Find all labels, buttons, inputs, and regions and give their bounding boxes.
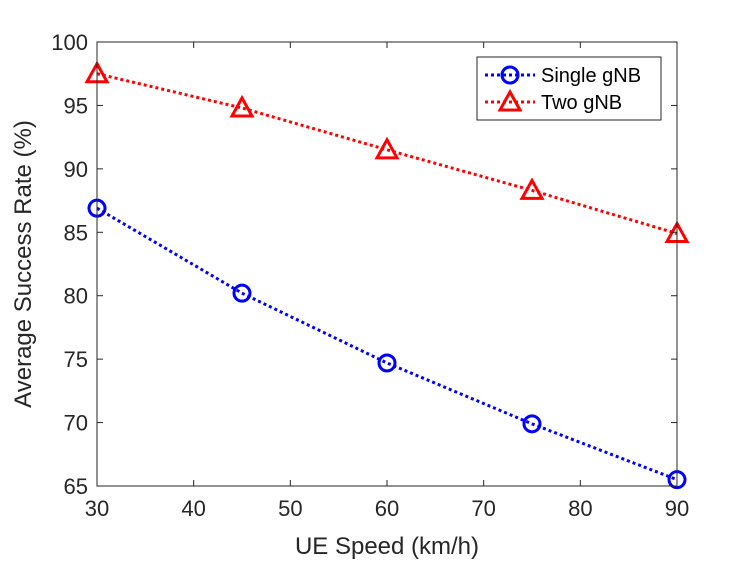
legend-marker [497, 88, 523, 112]
legend-entries: Single gNB Two gNB [485, 65, 641, 114]
legend-label: Two gNB [541, 92, 622, 114]
y-tick-label: 75 [64, 347, 88, 372]
data-point [229, 94, 255, 118]
legend-label: Single gNB [541, 65, 641, 87]
legend-marker [500, 65, 520, 85]
y-tick-label: 100 [51, 30, 88, 55]
legend-entry: Single gNB [485, 65, 641, 87]
data-point [232, 283, 252, 303]
y-tick-label: 65 [64, 474, 88, 499]
x-tick-label: 80 [568, 496, 592, 521]
y-tick-label: 85 [64, 220, 88, 245]
data-point [522, 414, 542, 434]
x-tick-label: 50 [278, 496, 302, 521]
y-tick-label: 70 [64, 411, 88, 436]
x-tick-label: 90 [665, 496, 689, 521]
x-tick-label: 70 [471, 496, 495, 521]
x-tick-label: 60 [375, 496, 399, 521]
y-axis-label: Average Success Rate (%) [10, 120, 37, 408]
x-tick-label: 40 [181, 496, 205, 521]
y-tick-label: 95 [64, 93, 88, 118]
series-line [96, 72, 678, 235]
series-single-gnb [87, 198, 687, 490]
x-axis-label: UE Speed (km/h) [295, 533, 479, 560]
data-point [519, 177, 545, 200]
data-point [377, 353, 397, 373]
y-tick-label: 90 [64, 157, 88, 182]
legend-entry: Two gNB [485, 88, 622, 114]
data-point [374, 136, 400, 160]
y-tick-label: 80 [64, 284, 88, 309]
tick-labels: 30 40 50 60 70 80 90 65 70 75 80 85 90 95 100 [51, 30, 689, 521]
legend: Single gNB Two gNB [476, 56, 662, 121]
ticks-layer [96, 41, 678, 487]
x-tick-label: 30 [85, 496, 109, 521]
